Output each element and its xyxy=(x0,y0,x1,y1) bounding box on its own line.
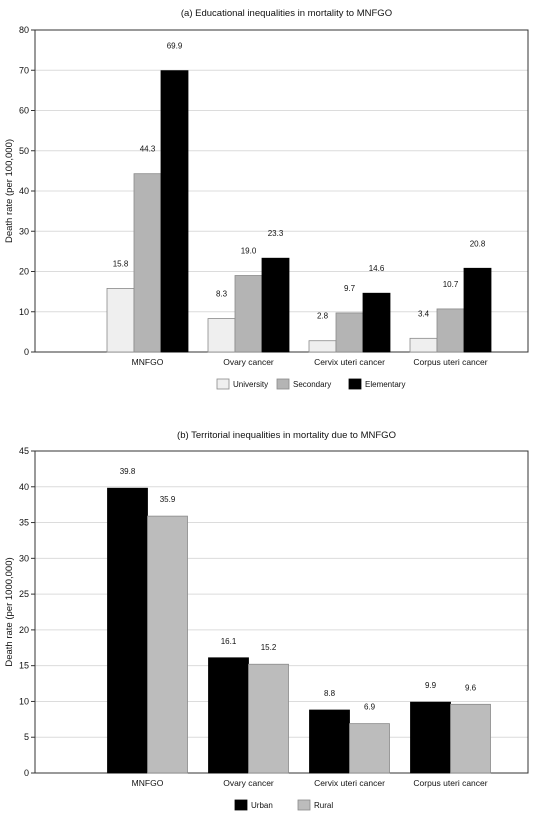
data-label: 39.8 xyxy=(120,467,136,476)
y-axis-label: Death rate (per 100,000) xyxy=(4,139,15,243)
y-tick-label: 20 xyxy=(19,625,29,635)
data-label: 16.1 xyxy=(221,637,237,646)
legend-swatch xyxy=(297,799,311,811)
y-tick-label: 40 xyxy=(19,186,29,196)
y-tick-label: 10 xyxy=(19,307,29,317)
chart-title: (a) Educational inequalities in mortalit… xyxy=(181,8,392,19)
y-axis-label: Death rate (per 1000,000) xyxy=(4,557,15,666)
x-category-label: MNFGO xyxy=(132,778,164,788)
y-tick-label: 30 xyxy=(19,226,29,236)
y-tick-label: 30 xyxy=(19,553,29,563)
chart-a: (a) Educational inequalities in mortalit… xyxy=(4,8,529,390)
bar-urban xyxy=(107,487,148,774)
bar-urban xyxy=(410,701,451,774)
bar-university xyxy=(106,288,135,353)
data-label: 19.0 xyxy=(241,247,257,256)
y-tick-label: 10 xyxy=(19,696,29,706)
x-category-label: Ovary cancer xyxy=(223,778,274,788)
data-label: 23.3 xyxy=(268,229,284,238)
data-label: 15.2 xyxy=(261,643,277,652)
y-tick-label: 0 xyxy=(24,347,29,357)
legend-swatch xyxy=(276,378,290,390)
bar-urban xyxy=(208,657,249,774)
bar-elementary xyxy=(463,267,492,353)
legend-label: University xyxy=(233,380,268,389)
bar-elementary xyxy=(160,70,189,353)
data-label: 9.7 xyxy=(344,284,356,293)
bar-university xyxy=(409,337,438,353)
x-category-label: Corpus uteri cancer xyxy=(413,357,487,367)
data-label: 6.9 xyxy=(364,703,376,712)
data-label: 3.4 xyxy=(418,309,430,318)
y-tick-label: 15 xyxy=(19,661,29,671)
bar-secondary xyxy=(133,173,162,353)
y-tick-label: 25 xyxy=(19,589,29,599)
y-tick-label: 20 xyxy=(19,267,29,277)
legend: Urban Rural xyxy=(234,799,333,811)
data-label: 9.6 xyxy=(465,683,477,692)
x-category-label: Cervix uteri cancer xyxy=(314,778,385,788)
y-tick-label: 5 xyxy=(24,732,29,742)
legend: University Secondary Elementary xyxy=(216,378,405,390)
data-label: 44.3 xyxy=(140,145,156,154)
legend-swatch xyxy=(216,378,230,390)
legend-label: Rural xyxy=(314,801,333,810)
x-category-label: MNFGO xyxy=(132,357,164,367)
bar-elementary xyxy=(362,292,391,353)
y-tick-label: 50 xyxy=(19,146,29,156)
y-tick-label: 80 xyxy=(19,25,29,35)
data-label: 20.8 xyxy=(470,239,486,248)
data-label: 8.8 xyxy=(324,689,336,698)
legend-swatch xyxy=(234,799,248,811)
data-label: 8.3 xyxy=(216,290,228,299)
chart-title: (b) Territorial inequalities in mortalit… xyxy=(177,430,396,441)
data-label: 69.9 xyxy=(167,42,183,51)
legend-label: Urban xyxy=(251,801,273,810)
chart-b: (b) Territorial inequalities in mortalit… xyxy=(4,430,529,811)
data-label: 14.6 xyxy=(369,264,385,273)
y-tick-label: 60 xyxy=(19,106,29,116)
legend-swatch xyxy=(348,378,362,390)
x-category-label: Ovary cancer xyxy=(223,357,274,367)
bar-rural xyxy=(248,663,289,774)
bar-secondary xyxy=(234,275,263,353)
bar-rural xyxy=(147,515,188,774)
y-tick-label: 0 xyxy=(24,768,29,778)
legend-label: Secondary xyxy=(293,380,331,389)
y-tick-label: 70 xyxy=(19,65,29,75)
x-category-label: Corpus uteri cancer xyxy=(413,778,487,788)
data-label: 35.9 xyxy=(160,495,176,504)
x-category-label: Cervix uteri cancer xyxy=(314,357,385,367)
bar-university xyxy=(207,318,236,353)
bar-elementary xyxy=(261,257,290,353)
data-label: 10.7 xyxy=(443,280,459,289)
bar-university xyxy=(308,340,337,353)
y-tick-label: 35 xyxy=(19,518,29,528)
bar-rural xyxy=(450,703,491,774)
legend-label: Elementary xyxy=(365,380,405,389)
data-label: 9.9 xyxy=(425,681,437,690)
y-tick-label: 45 xyxy=(19,446,29,456)
bar-secondary xyxy=(436,308,465,353)
data-label: 15.8 xyxy=(113,259,129,268)
bar-rural xyxy=(349,723,390,774)
bar-secondary xyxy=(335,312,364,353)
bar-urban xyxy=(309,709,350,774)
y-tick-label: 40 xyxy=(19,482,29,492)
data-label: 2.8 xyxy=(317,312,329,321)
